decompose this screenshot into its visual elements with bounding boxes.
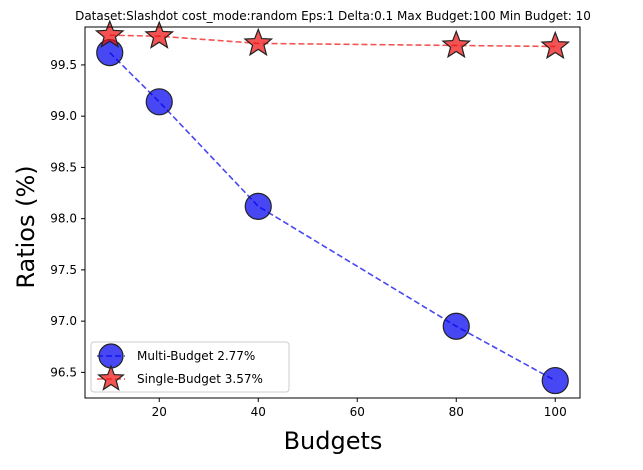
chart-title: Dataset:Slashdot cost_mode:random Eps:1 … (75, 9, 591, 23)
data-point-series0-0 (96, 39, 124, 67)
x-tick-label-2: 60 (350, 405, 365, 419)
x-axis-label: Budgets (284, 427, 383, 455)
plot-frame (84, 26, 581, 399)
legend-box (90, 341, 290, 393)
y-tick-label-5: 99.0 (50, 109, 77, 123)
data-point-series1-1 (144, 20, 175, 49)
series-line-1 (109, 34, 556, 48)
x-tick-label-3: 80 (449, 405, 464, 419)
data-point-series1-4 (540, 30, 571, 60)
data-point-series1-0 (94, 19, 125, 48)
axes: 20 40 60 80 100 96.5 97.0 97.5 98.0 98.5 99.0 99.5 (50, 26, 581, 419)
y-axis-label: Ratios (%) (12, 165, 40, 288)
series-line-0 (109, 52, 556, 382)
x-tick-label-1: 40 (251, 405, 266, 419)
legend-label-1: Single-Budget 3.57% (137, 372, 263, 386)
data-point-series0-3 (442, 312, 470, 340)
y-tick-label-3: 98.0 (50, 212, 77, 226)
data-point-series0-1 (145, 88, 173, 116)
data-point-series1-2 (243, 27, 274, 57)
data-point-series1-3 (441, 29, 472, 59)
legend-marker-1 (97, 364, 125, 391)
y-tick-label-0: 96.5 (50, 365, 77, 379)
data-point-series0-4 (541, 366, 569, 395)
y-tick-label-4: 98.5 (50, 160, 77, 174)
x-tick-label-4: 100 (544, 405, 567, 419)
y-tick-label-6: 99.5 (50, 58, 77, 72)
plot-area (94, 19, 571, 395)
x-tick-label-0: 20 (152, 405, 167, 419)
y-tick-label-1: 97.0 (50, 314, 77, 328)
legend: Multi-Budget 2.77% Single-Budget 3.57% (90, 341, 290, 393)
y-tick-label-2: 97.5 (50, 263, 77, 277)
legend-label-0: Multi-Budget 2.77% (137, 349, 255, 363)
data-point-series0-2 (244, 192, 272, 220)
